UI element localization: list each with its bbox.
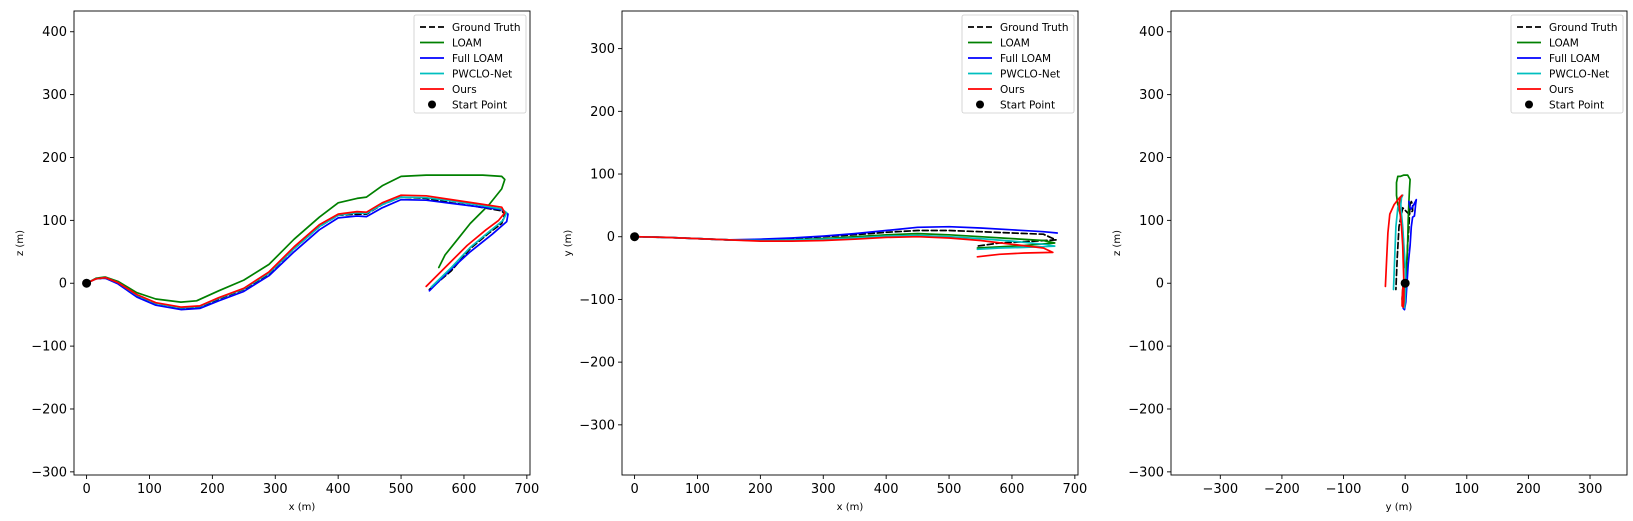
y-tick-label: 100 [590,168,615,183]
legend-label-pwclo-net: PWCLO-Net [452,69,512,81]
legend-label-loam: LOAM [452,38,482,50]
plot-3: −300 −200 −100 0 100 200 300 −300 −200 −100 0 100 20… [1112,10,1628,513]
y-tick-label: −200 [31,402,67,417]
series-line-ground-truth [85,196,506,310]
x-tick-label: 0 [630,482,638,497]
x-tick-label: 300 [1578,482,1603,497]
legend-label-pwclo-net: PWCLO-Net [1549,69,1609,81]
legend-marker-start-point [1525,100,1533,109]
x-tick-label: 500 [937,482,962,497]
x-tick-label: 100 [137,482,162,497]
legend-label-ground-truth: Ground Truth [1549,22,1618,34]
y-tick-label: −100 [579,293,615,308]
y-tick-label: 400 [42,25,67,40]
x-tick-label: 0 [82,482,90,497]
x-tick-label: −100 [1326,482,1362,497]
series-line-ours [85,194,506,308]
series-line-loam [85,174,506,303]
start-point-marker [82,278,92,288]
legend-label-ours: Ours [1549,84,1574,96]
start-point-marker [630,232,640,242]
start-point-marker [1400,278,1410,288]
legend-label-ground-truth: Ground Truth [1000,22,1069,34]
plot-2: 0 100 200 300 400 500 600 700 −300 −200 −100 0 100 20… [563,10,1087,513]
x-tick-label: 200 [200,482,225,497]
x-tick-label: 600 [452,482,477,497]
x-tick-label: −200 [1264,482,1300,497]
legend-label-full-loam: Full LOAM [1549,53,1600,65]
y-tick-label: 100 [1139,214,1164,229]
legend-label-ground-truth: Ground Truth [452,22,521,34]
y-tick-label: 0 [607,230,615,245]
y-tick-label: −200 [1128,402,1164,417]
x-axis-label: x (m) [837,502,864,513]
x-axis-label: x (m) [289,502,316,513]
x-tick-label: 300 [811,482,836,497]
series-line-ground-truth [633,229,1057,247]
x-tick-label: 0 [1401,482,1409,497]
x-tick-label: 100 [1454,482,1479,497]
series-line-ours [633,235,1054,258]
series-line-ground-truth [1395,200,1414,310]
y-tick-label: −300 [1128,465,1164,480]
legend-label-loam: LOAM [1549,38,1579,50]
y-tick-label: −200 [579,356,615,371]
legend-label-loam: LOAM [1000,38,1030,50]
y-tick-label: 200 [590,105,615,120]
x-tick-label: 700 [1062,482,1087,497]
legend-marker-start-point [428,100,436,109]
axes-frame [73,10,531,476]
series-line-pwclo-net [85,196,508,309]
series-line-full-loam [85,198,509,311]
y-tick-label: 300 [42,88,67,103]
x-tick-label: 200 [748,482,773,497]
x-tick-label: 400 [874,482,899,497]
x-tick-label: 100 [685,482,710,497]
y-tick-label: 100 [42,214,67,229]
legend-label-start-point: Start Point [1549,100,1604,112]
y-tick-label: 300 [1139,88,1164,103]
y-tick-label: 300 [590,42,615,57]
y-axis-label: z (m) [15,230,26,256]
axes-frame [1170,10,1628,476]
legend: Ground Truth LOAM Full LOAM PWCLO-Net Ours St… [961,14,1075,114]
y-tick-label: 0 [59,277,67,292]
legend-label-pwclo-net: PWCLO-Net [1000,69,1060,81]
legend-label-full-loam: Full LOAM [452,53,503,65]
x-tick-label: 400 [326,482,351,497]
legend-label-start-point: Start Point [452,100,507,112]
series-line-ours [1384,194,1407,308]
y-tick-label: 0 [1156,277,1164,292]
legend: Ground Truth LOAM Full LOAM PWCLO-Net Ours St… [1510,14,1624,114]
legend-marker-start-point [976,100,984,109]
y-tick-label: −100 [31,340,67,355]
x-tick-label: 500 [389,482,414,497]
plot-1: 0 100 200 300 400 500 600 700 −300 −200 −100 0 100 20… [15,10,539,513]
x-axis-label: y (m) [1386,502,1413,513]
legend-label-full-loam: Full LOAM [1000,53,1051,65]
y-tick-label: −100 [1128,340,1164,355]
y-axis-label: y (m) [563,230,574,257]
y-tick-label: −300 [579,418,615,433]
x-tick-label: −300 [1202,482,1238,497]
y-tick-label: −300 [31,465,67,480]
legend-label-ours: Ours [1000,84,1025,96]
legend-label-start-point: Start Point [1000,100,1055,112]
y-axis-label: z (m) [1112,230,1123,256]
y-tick-label: 200 [1139,151,1164,166]
y-tick-label: 400 [1139,25,1164,40]
legend-label-ours: Ours [452,84,477,96]
x-tick-label: 200 [1516,482,1541,497]
y-tick-label: 200 [42,151,67,166]
axes-frame [621,10,1079,476]
x-tick-label: 700 [514,482,539,497]
x-tick-label: 600 [1000,482,1025,497]
legend: Ground Truth LOAM Full LOAM PWCLO-Net Ours St… [413,14,527,114]
x-tick-label: 300 [263,482,288,497]
